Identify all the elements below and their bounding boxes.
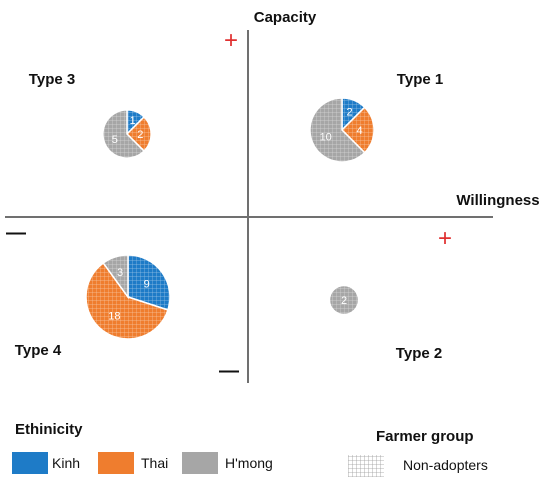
slice-type2-hmong-label: 2 [341,295,347,307]
slice-type1-hmong-hatch [309,97,365,163]
slice-type1-hmong-label: 10 [320,132,332,144]
slice-type3-hmong-label: 5 [112,134,118,146]
quadrant-label-type-3: Type 3 [29,71,75,88]
slice-type1-thai-label: 4 [357,125,363,137]
x-axis-title: Willingness [456,192,539,209]
pie-type-2: 2 [328,284,360,316]
slice-type1-kinh-hatch [342,97,365,130]
slice-type3-kinh-label: 1 [130,115,136,127]
y-negative-sign: — [219,360,239,382]
x-negative-sign: — [6,222,26,244]
legend-farmer-group-title: Farmer group [376,428,474,445]
slice-type4-kinh-hatch [128,255,170,310]
pie-type-1: 24 10 [309,97,375,163]
slice-type3-kinh-hatch [127,109,145,134]
slice-type4-thai-hatch [85,263,168,340]
legend-swatch-hmong [182,452,218,474]
slice-type3-thai-label: 2 [137,129,143,141]
legend-swatch-kinh [12,452,48,474]
pie-type-4: 9 18 3 [85,254,171,340]
slice-type4-kinh-label: 9 [144,278,150,290]
legend-label-thai: Thai [141,455,168,471]
y-positive-sign: + [224,27,238,54]
legend-swatch-non-adopters [348,455,384,477]
slice-type4-thai-label: 18 [108,311,120,323]
quadrant-label-type-1: Type 1 [397,71,443,88]
y-axis-title: Capacity [254,9,317,26]
quadrant-label-type-4: Type 4 [15,342,62,359]
slice-type3-thai-hatch [127,116,152,152]
x-positive-sign: + [438,225,452,252]
slice-type3-hmong-hatch [102,109,145,159]
slice-type1-kinh-label: 2 [347,107,353,119]
legend-swatch-thai [98,452,134,474]
slice-type2-hmong-hatch [329,285,359,315]
legend-label-hmong: H'mong [225,455,273,471]
legend-label-non-adopters: Non-adopters [403,457,488,473]
legend-label-kinh: Kinh [52,455,80,471]
pie-type-3: 12 5 [102,109,152,159]
quadrant-label-type-2: Type 2 [396,345,442,362]
slice-type4-hmong-label: 3 [117,267,123,279]
slice-type4-hmong-hatch [103,255,128,297]
slice-type1-thai-hatch [342,107,375,153]
legend-ethnicity-title: Ethinicity [15,421,83,438]
